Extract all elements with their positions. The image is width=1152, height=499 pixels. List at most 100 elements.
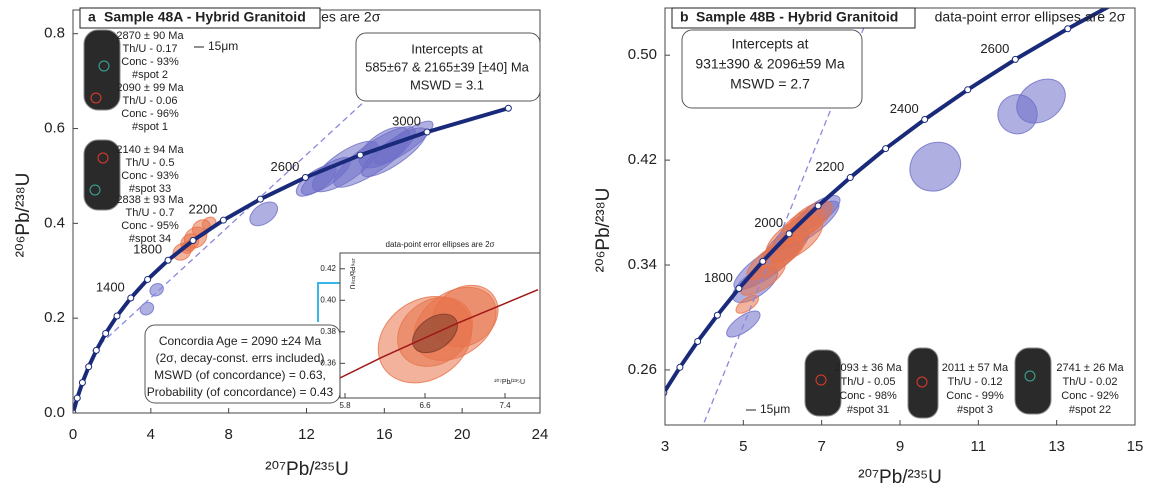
annotation-line: Th/U - 0.06 bbox=[122, 95, 177, 107]
error-ellipse bbox=[1016, 78, 1066, 124]
age-marker bbox=[846, 174, 854, 182]
title-box bbox=[671, 7, 916, 29]
x-tick-label: 7.4 bbox=[499, 401, 511, 410]
age-marker bbox=[665, 389, 668, 397]
age-marker bbox=[301, 173, 309, 181]
y-tick-label: 0.6 bbox=[44, 119, 65, 136]
panel-title: Sample 48B - Hybrid Granitoid bbox=[696, 9, 898, 25]
age-marker bbox=[73, 409, 77, 413]
annotation-line: Probability (of concordance) = 0.43 bbox=[147, 385, 334, 399]
annotation-line: Concordia Age = 2090 ±24 Ma bbox=[159, 334, 322, 348]
age-marker bbox=[113, 312, 121, 320]
annotation-line: #spot 33 bbox=[129, 183, 171, 195]
panel-label: a bbox=[88, 9, 96, 25]
age-marker bbox=[78, 379, 86, 387]
title-box bbox=[79, 7, 321, 29]
scale-label: 15μm bbox=[760, 402, 790, 416]
y-tick-label: 0.36 bbox=[320, 358, 336, 367]
y-axis-label: ²⁰⁶Pb/²³⁸U bbox=[348, 258, 356, 289]
annotation-line: #spot 1 bbox=[132, 121, 168, 133]
y-axis-label: ²⁰⁶Pb/²³⁸U bbox=[593, 188, 614, 273]
age-marker bbox=[1123, 0, 1129, 1]
spot bbox=[916, 376, 928, 388]
x-tick-label: 11 bbox=[971, 438, 987, 455]
note: data-point error ellipses are 2σ bbox=[386, 240, 495, 249]
zircon-grain bbox=[804, 349, 842, 417]
annotation-line: Conc - 96% bbox=[121, 108, 179, 120]
x-tick-label: 12 bbox=[298, 426, 315, 443]
zircon-grain bbox=[83, 29, 121, 111]
zircon-images bbox=[83, 29, 1052, 419]
age-label: 1800 bbox=[704, 270, 733, 285]
annotation-line: 585±67 & 2165±39 [±40] Ma bbox=[365, 59, 530, 74]
panel-label: b bbox=[680, 9, 689, 25]
x-axis-label: ²⁰⁷Pb/²³⁵U bbox=[858, 467, 942, 488]
annotation-line: (2σ, decay-const. errs included) bbox=[156, 351, 325, 365]
age-marker bbox=[164, 256, 172, 264]
annotation-box bbox=[681, 29, 863, 109]
x-tick-label: 20 bbox=[454, 426, 471, 443]
age-label: 2400 bbox=[890, 101, 919, 116]
age-marker bbox=[735, 284, 743, 292]
annotation-line: 2011 ± 57 Ma bbox=[942, 362, 1009, 374]
error-ellipse bbox=[249, 201, 279, 227]
annotation-line: Th/U - 0.12 bbox=[947, 376, 1002, 388]
annotation-line: #spot 31 bbox=[847, 404, 889, 416]
annotation-line: #spot 2 bbox=[132, 69, 168, 81]
annotation-box bbox=[355, 32, 541, 102]
annotation-line: Conc - 92% bbox=[1061, 390, 1119, 402]
age-marker bbox=[713, 311, 721, 319]
annotation-line: #spot 22 bbox=[1069, 404, 1111, 416]
annotation-line: Conc - 98% bbox=[839, 390, 897, 402]
age-marker bbox=[189, 237, 197, 245]
annotation-line: #spot 3 bbox=[957, 404, 993, 416]
age-label: 1400 bbox=[96, 279, 125, 294]
age-marker bbox=[1064, 25, 1072, 33]
spot bbox=[1024, 370, 1036, 382]
age-label: 2200 bbox=[188, 202, 217, 217]
plot-area bbox=[340, 284, 539, 384]
age-marker bbox=[102, 329, 110, 337]
age-marker bbox=[1011, 55, 1019, 63]
annotation-line: #spot 34 bbox=[129, 233, 171, 245]
age-marker bbox=[921, 115, 929, 123]
annotation-line: MSWD (of concordance) = 0.63, bbox=[154, 368, 326, 382]
spot bbox=[97, 152, 109, 164]
y-tick-label: 0.4 bbox=[44, 214, 65, 231]
age-label: 2000 bbox=[754, 215, 783, 230]
age-marker bbox=[785, 230, 793, 238]
y-tick-label: 0.42 bbox=[320, 264, 336, 273]
y-axis-label: ²⁰⁶Pb/²³⁸U bbox=[13, 173, 34, 258]
y-tick-label: 0.8 bbox=[44, 25, 65, 42]
age-label: 3000 bbox=[392, 113, 421, 128]
x-axis-label: ²⁰⁷Pb/²³⁵U bbox=[265, 459, 349, 480]
annotation-line: Th/U - 0.5 bbox=[126, 157, 175, 169]
annotation-line: 2838 ± 93 Ma bbox=[116, 194, 184, 206]
x-tick-label: 9 bbox=[896, 438, 904, 455]
age-label: 2200 bbox=[815, 159, 844, 174]
error-ellipse bbox=[149, 282, 164, 297]
concordia-curve bbox=[340, 289, 539, 379]
age-marker bbox=[256, 195, 264, 203]
spot bbox=[89, 184, 101, 196]
zircon-grain bbox=[1014, 347, 1052, 415]
age-marker bbox=[964, 86, 972, 94]
age-marker bbox=[356, 151, 364, 159]
error-ellipse bbox=[909, 141, 962, 192]
x-tick-label: 3 bbox=[661, 438, 669, 455]
annotation-line: Conc - 93% bbox=[121, 170, 179, 182]
annotation-line: 2090 ± 99 Ma bbox=[116, 82, 184, 94]
x-tick-label: 24 bbox=[532, 426, 549, 443]
y-tick-label: 0.26 bbox=[628, 361, 657, 378]
y-tick-label: 0.50 bbox=[628, 46, 657, 63]
x-tick-label: 7 bbox=[817, 438, 825, 455]
annotation-line: Intercepts at bbox=[411, 41, 483, 56]
x-tick-label: 6.6 bbox=[419, 401, 431, 410]
x-tick-label: 4 bbox=[147, 426, 155, 443]
age-marker bbox=[219, 216, 227, 224]
plot-area bbox=[73, 37, 512, 413]
annotation-line: Conc - 93% bbox=[121, 56, 179, 68]
x-tick-label: 15 bbox=[1127, 438, 1144, 455]
age-marker bbox=[144, 275, 152, 283]
age-marker bbox=[759, 257, 767, 265]
